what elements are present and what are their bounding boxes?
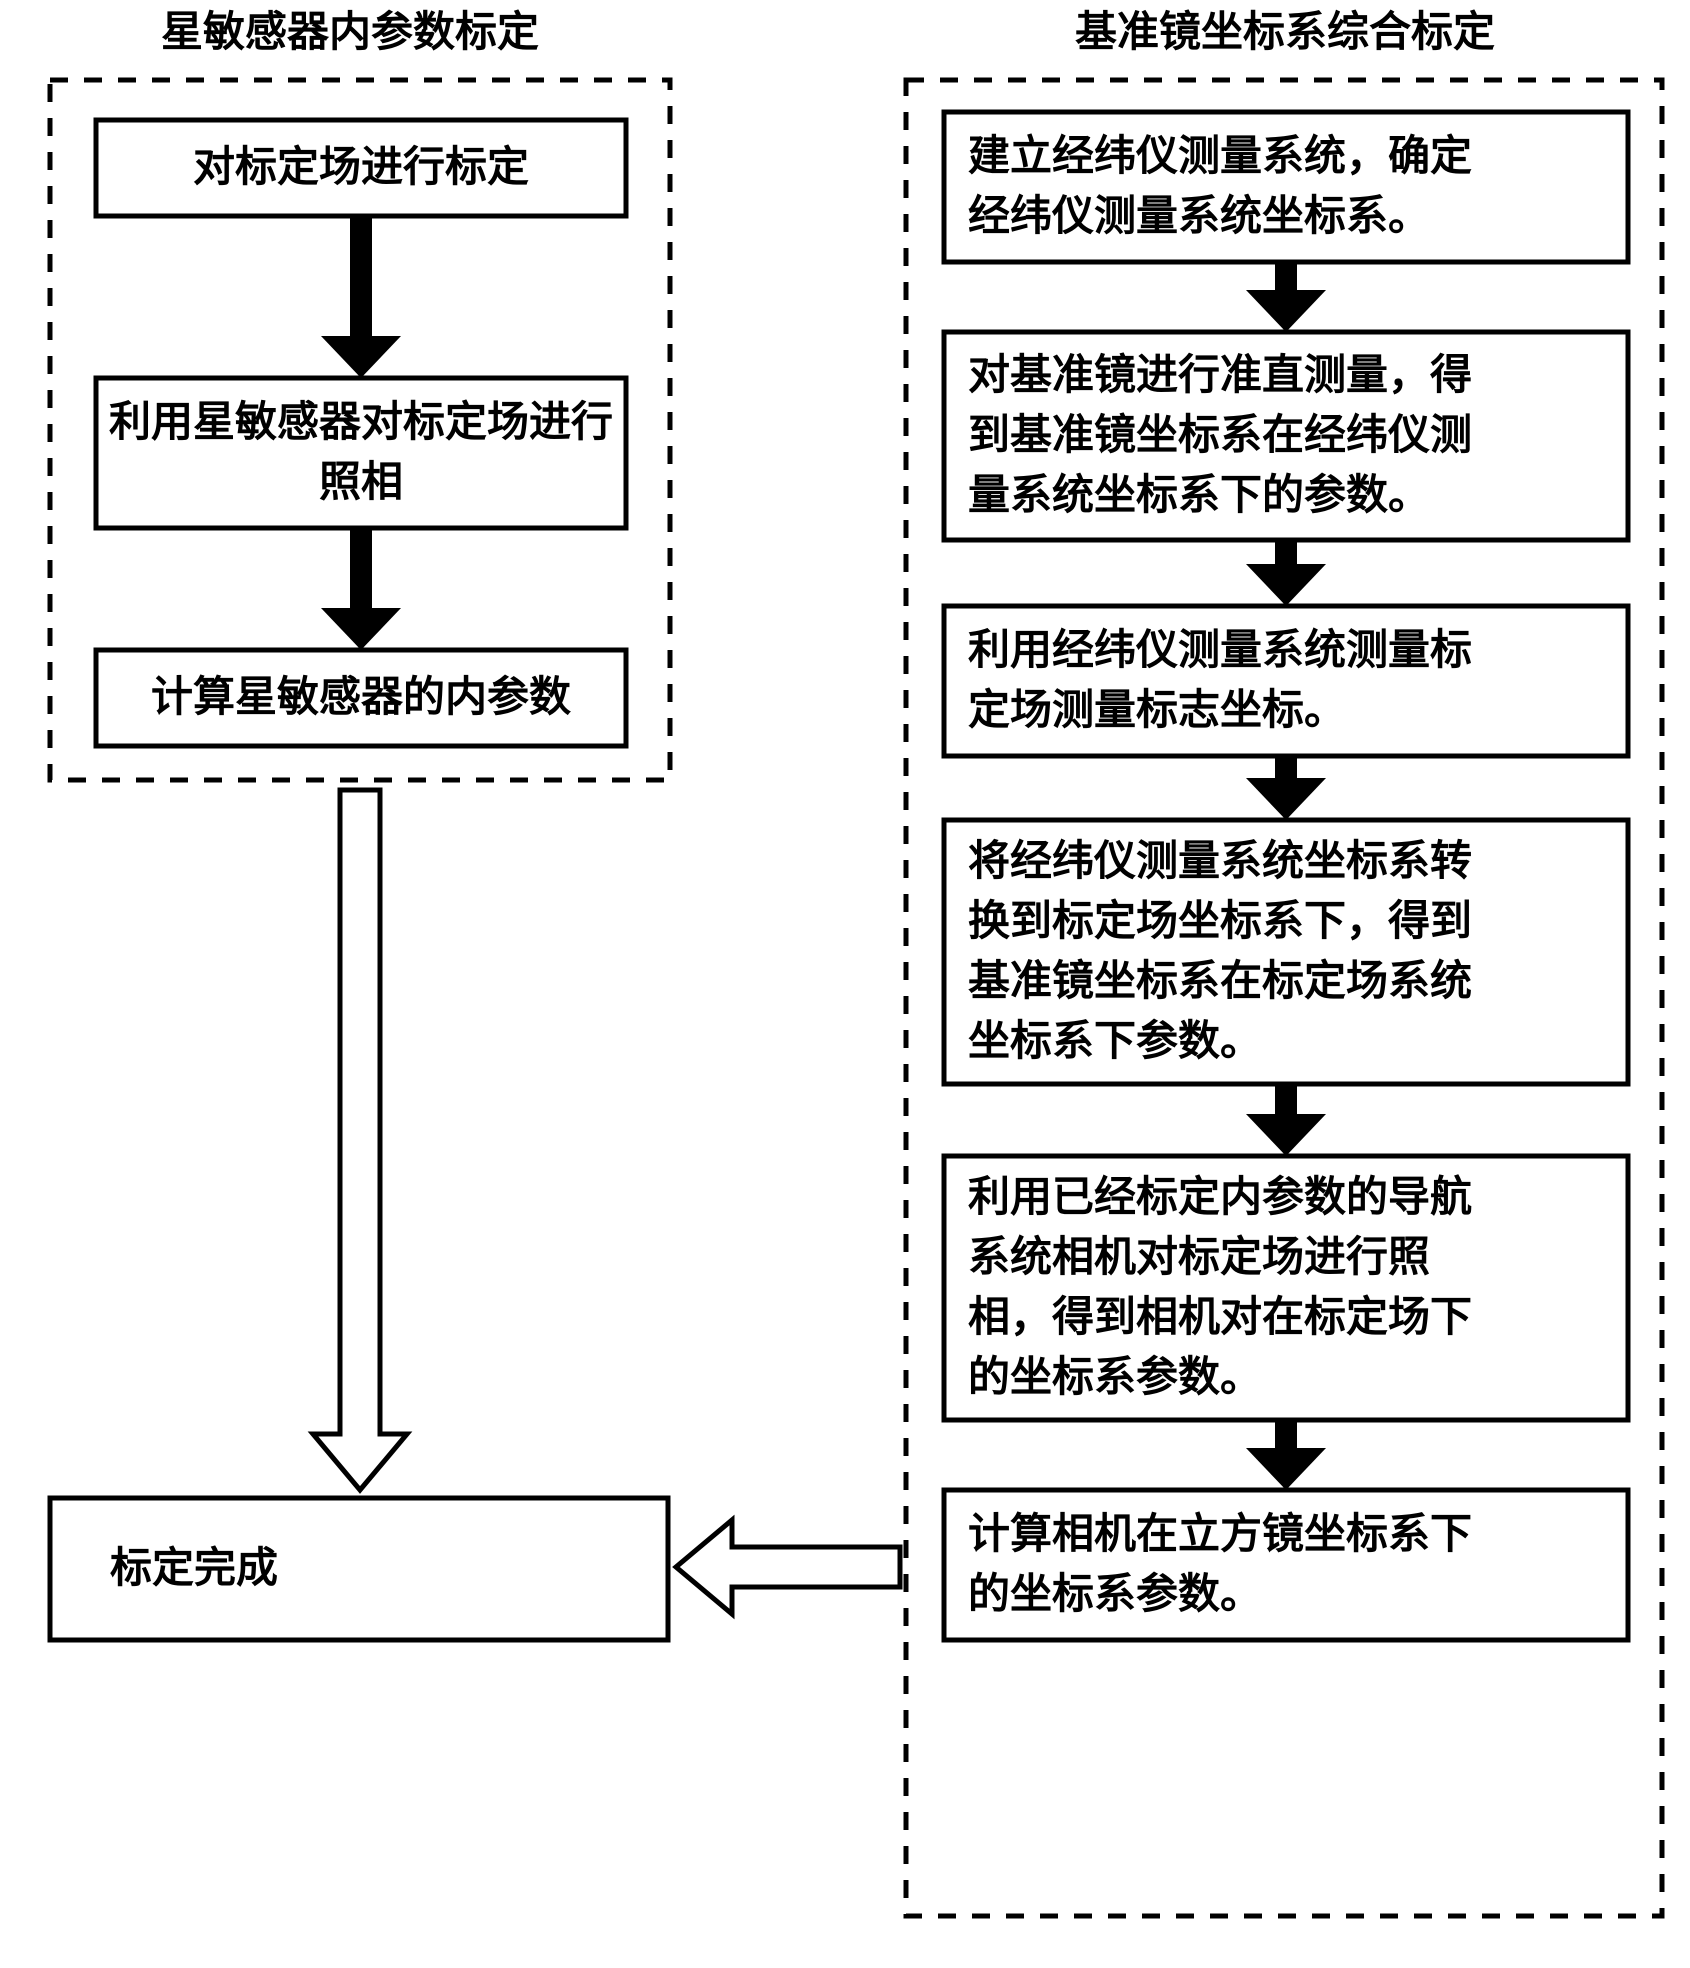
flow-node-text: 基准镜坐标系在标定场系统 — [968, 958, 1472, 1005]
flow-node-text: 标定完成 — [110, 1545, 278, 1592]
section-title: 星敏感器内参数标定 — [161, 9, 539, 56]
flow-node-text: 照相 — [319, 459, 403, 506]
flow-node-text: 对基准镜进行准直测量，得 — [968, 352, 1472, 399]
flow-node-text: 建立经纬仪测量系统，确定 — [968, 133, 1472, 180]
flow-node-text: 将经纬仪测量系统坐标系转 — [968, 838, 1472, 885]
section-title: 基准镜坐标系综合标定 — [1075, 9, 1495, 56]
flow-node-text: 利用已经标定内参数的导航 — [968, 1173, 1472, 1221]
flow-node-text: 相，得到相机对在标定场下 — [968, 1294, 1472, 1341]
flow-node-text: 利用星敏感器对标定场进行 — [109, 399, 613, 446]
flow-node-text: 坐标系下参数。 — [968, 1018, 1262, 1065]
flow-node-text: 对标定场进行标定 — [193, 144, 529, 191]
flow-node-text: 到基准镜坐标系在经纬仪测 — [968, 412, 1472, 459]
flow-node-text: 量系统坐标系下的参数。 — [968, 472, 1430, 519]
flow-node-text: 换到标定场坐标系下，得到 — [968, 898, 1472, 945]
flow-node-text: 计算相机在立方镜坐标系下 — [968, 1511, 1472, 1558]
flow-node-text: 的坐标系参数。 — [968, 1571, 1262, 1618]
flow-node-text: 计算星敏感器的内参数 — [151, 674, 571, 721]
flow-node-text: 的坐标系参数。 — [968, 1354, 1262, 1401]
flow-node-text: 定场测量标志坐标。 — [968, 687, 1346, 734]
flow-node-text: 系统相机对标定场进行照 — [968, 1234, 1430, 1281]
flow-node-text: 利用经纬仪测量系统测量标 — [968, 627, 1472, 674]
flow-node-text: 经纬仪测量系统坐标系。 — [968, 193, 1430, 240]
